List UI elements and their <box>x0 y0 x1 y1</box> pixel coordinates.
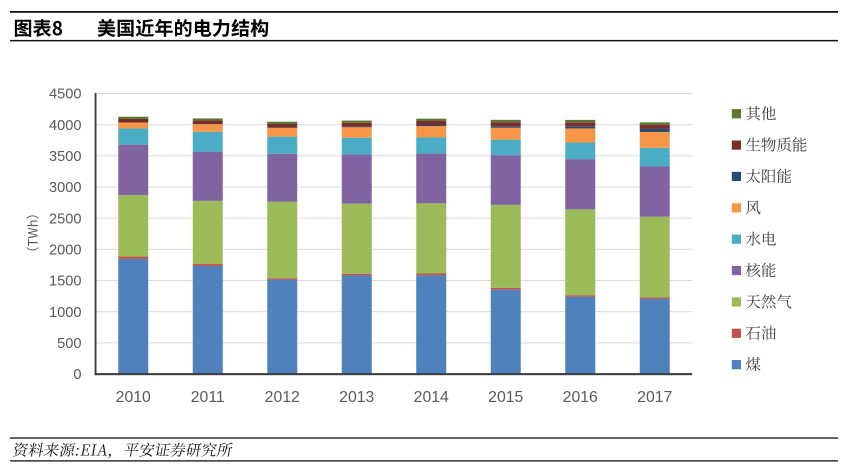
svg-text:500: 500 <box>57 336 81 352</box>
svg-text:2000: 2000 <box>49 243 81 259</box>
svg-text:2011: 2011 <box>191 389 225 406</box>
svg-text:2016: 2016 <box>563 389 598 406</box>
svg-text:2013: 2013 <box>339 389 374 406</box>
svg-text:3500: 3500 <box>49 149 81 165</box>
svg-text:4000: 4000 <box>49 118 81 134</box>
svg-text:1000: 1000 <box>49 305 81 321</box>
svg-text:1500: 1500 <box>49 274 81 290</box>
svg-text:2010: 2010 <box>116 389 151 406</box>
svg-text:2017: 2017 <box>637 389 672 406</box>
svg-text:3000: 3000 <box>49 180 81 196</box>
svg-text:2015: 2015 <box>488 389 523 406</box>
svg-text:2500: 2500 <box>49 211 81 227</box>
svg-text:0: 0 <box>73 367 81 383</box>
svg-text:2012: 2012 <box>265 389 300 406</box>
svg-text:4500: 4500 <box>49 87 81 103</box>
svg-text:2014: 2014 <box>414 389 449 406</box>
